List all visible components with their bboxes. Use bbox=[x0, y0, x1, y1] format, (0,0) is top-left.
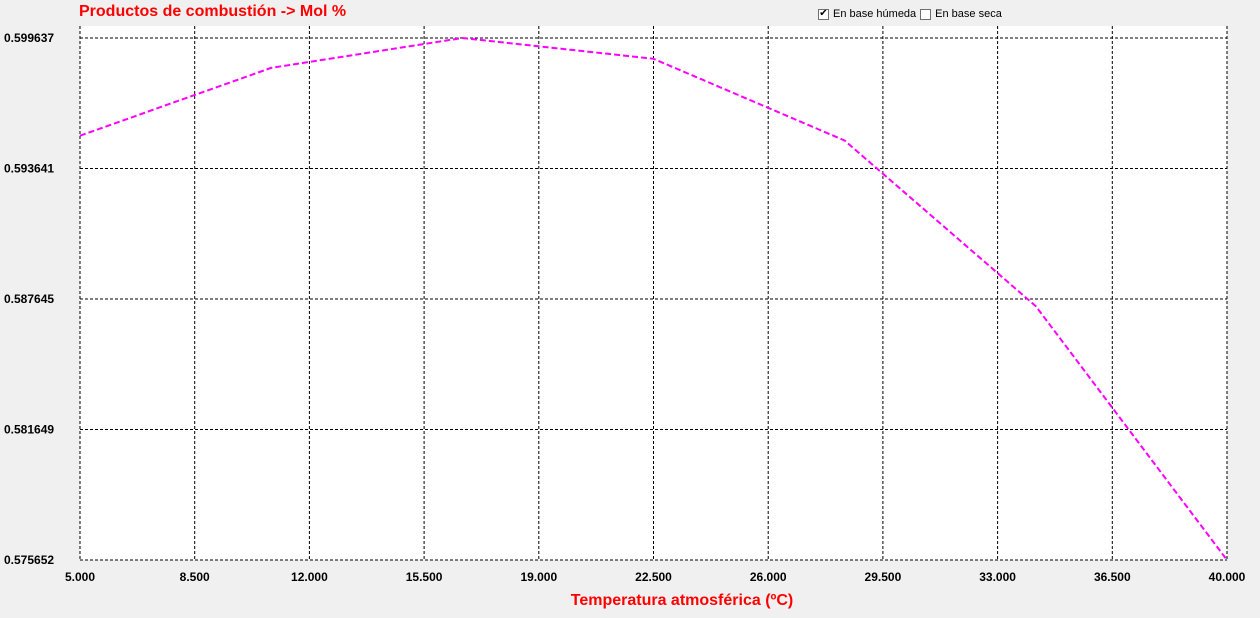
series-layer bbox=[79, 36, 1228, 561]
y-tick-label: 0.581649 bbox=[4, 422, 54, 436]
dry-basis-check-icon[interactable] bbox=[920, 8, 932, 20]
y-tick-label: 0.593641 bbox=[4, 161, 54, 175]
dry-basis-label: En base seca bbox=[935, 8, 1002, 20]
wet-basis-check-icon[interactable]: ✔ bbox=[818, 8, 829, 20]
x-tick-label: 40.000 bbox=[1209, 570, 1246, 584]
wet-basis-label: En base húmeda bbox=[833, 8, 917, 20]
x-axis-label: Temperatura atmosférica (ºC) bbox=[571, 592, 794, 609]
x-tick-label: 5.000 bbox=[65, 570, 95, 584]
grid-layer bbox=[79, 26, 1228, 561]
x-tick-label: 8.500 bbox=[180, 570, 210, 584]
x-tick-label: 15.500 bbox=[406, 570, 443, 584]
y-tick-label: 0.599637 bbox=[4, 31, 54, 45]
y-tick-label: 0.575652 bbox=[4, 553, 54, 567]
wet-basis-checkbox[interactable]: ✔ En base húmeda bbox=[818, 8, 916, 20]
x-tick-label: 29.500 bbox=[865, 570, 902, 584]
x-tick-label: 36.500 bbox=[1094, 570, 1131, 584]
x-tick-label: 26.000 bbox=[750, 570, 787, 584]
dry-basis-checkbox[interactable]: En base seca bbox=[920, 8, 1002, 20]
base-toggle-group: ✔ En base húmeda En base seca bbox=[818, 8, 1006, 20]
x-tick-label: 19.000 bbox=[520, 570, 557, 584]
x-tick-label: 33.000 bbox=[979, 570, 1016, 584]
x-tick-label: 12.000 bbox=[291, 570, 328, 584]
x-tick-label: 22.500 bbox=[635, 570, 672, 584]
y-tick-label: 0.587645 bbox=[4, 292, 54, 306]
x-axis: 5.000 8.500 12.000 15.500 19.000 22.500 26.000… bbox=[65, 570, 1246, 584]
y-axis: 0.599637 0.593641 0.587645 0.581649 0.575652 bbox=[4, 31, 54, 567]
chart-title: Productos de combustión -> Mol % bbox=[79, 3, 347, 20]
